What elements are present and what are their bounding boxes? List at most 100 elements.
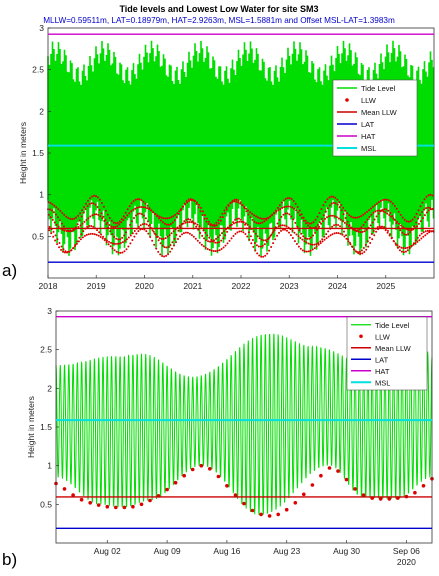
llw-point bbox=[195, 225, 198, 228]
llw-point bbox=[175, 216, 178, 219]
llw-point bbox=[261, 244, 264, 247]
llw-point bbox=[308, 237, 311, 240]
llw-point bbox=[398, 249, 401, 252]
llw-point bbox=[417, 222, 420, 225]
llw-point bbox=[59, 210, 62, 212]
llw-point bbox=[230, 223, 233, 226]
llw-point bbox=[174, 213, 177, 216]
llw-point bbox=[401, 231, 404, 234]
llw-point bbox=[246, 223, 249, 226]
llw-point bbox=[397, 226, 400, 228]
llw-point bbox=[416, 240, 419, 243]
llw-point bbox=[293, 231, 296, 234]
llw-point bbox=[250, 242, 253, 245]
llw-point bbox=[318, 225, 321, 228]
llw-point bbox=[305, 241, 308, 244]
llw-point bbox=[371, 238, 374, 241]
llw-point bbox=[284, 212, 287, 215]
llw-point bbox=[142, 206, 145, 209]
llw-point bbox=[148, 223, 151, 226]
llw-point bbox=[194, 237, 197, 240]
llw-point bbox=[384, 211, 387, 214]
llw-point bbox=[335, 232, 338, 234]
llw-point bbox=[225, 208, 228, 211]
llw-point bbox=[119, 238, 122, 241]
llw-point bbox=[82, 230, 85, 233]
llw-point bbox=[363, 230, 366, 233]
llw-point bbox=[274, 238, 277, 241]
legend-swatch-llw bbox=[359, 334, 363, 339]
llw-point bbox=[328, 215, 330, 218]
llw-point bbox=[351, 246, 354, 248]
llw-point bbox=[171, 247, 173, 250]
llw-point bbox=[196, 239, 199, 242]
llw-point bbox=[79, 238, 82, 241]
llw-point bbox=[353, 487, 357, 491]
llw-point bbox=[329, 234, 332, 237]
llw-point bbox=[171, 221, 174, 224]
llw-point bbox=[423, 208, 426, 211]
llw-point bbox=[428, 229, 431, 232]
llw-point bbox=[373, 234, 376, 237]
llw-point bbox=[384, 229, 387, 232]
llw-point bbox=[302, 216, 305, 219]
llw-point bbox=[131, 220, 133, 223]
llw-point bbox=[164, 217, 167, 220]
llw-point bbox=[51, 218, 54, 221]
llw-point bbox=[409, 220, 412, 223]
llw-point bbox=[322, 220, 324, 223]
llw-point bbox=[175, 241, 177, 244]
llw-point bbox=[161, 255, 164, 257]
llw-point bbox=[166, 217, 169, 220]
llw-point bbox=[256, 252, 259, 255]
llw-point bbox=[231, 199, 234, 202]
legend-label: LLW bbox=[375, 332, 391, 341]
x-axis-year-label: 2020 bbox=[397, 557, 416, 567]
llw-point bbox=[124, 211, 127, 214]
llw-point bbox=[176, 212, 179, 215]
llw-point bbox=[297, 235, 300, 238]
llw-point bbox=[302, 492, 306, 497]
llw-point bbox=[370, 213, 373, 216]
llw-point bbox=[88, 501, 92, 505]
llw-point bbox=[96, 503, 101, 507]
llw-point bbox=[129, 234, 132, 237]
llw-point bbox=[304, 219, 307, 222]
llw-point bbox=[187, 198, 190, 201]
llw-point bbox=[237, 199, 240, 202]
llw-point bbox=[322, 214, 325, 217]
legend-label: MSL bbox=[375, 378, 390, 387]
llw-point bbox=[427, 209, 430, 212]
llw-point bbox=[421, 484, 426, 488]
llw-point bbox=[63, 229, 66, 232]
llw-point bbox=[80, 233, 83, 236]
llw-point bbox=[253, 214, 256, 217]
llw-point bbox=[236, 217, 238, 220]
llw-point bbox=[320, 208, 323, 211]
llw-point bbox=[277, 209, 280, 212]
llw-point bbox=[146, 204, 149, 207]
llw-point bbox=[182, 232, 185, 235]
llw-point bbox=[257, 245, 260, 248]
llw-point bbox=[391, 215, 394, 217]
llw-point bbox=[118, 223, 121, 226]
llw-point bbox=[51, 203, 54, 206]
llw-point bbox=[218, 249, 221, 252]
llw-point bbox=[145, 230, 148, 233]
llw-point bbox=[120, 221, 123, 224]
llw-point bbox=[89, 232, 92, 235]
llw-point bbox=[126, 214, 129, 217]
llw-point bbox=[62, 250, 65, 253]
llw-point bbox=[296, 206, 299, 208]
llw-point bbox=[247, 231, 250, 234]
llw-point bbox=[220, 239, 223, 242]
llw-point bbox=[324, 217, 326, 220]
llw-point bbox=[165, 487, 169, 492]
llw-point bbox=[243, 207, 246, 209]
llw-point bbox=[134, 198, 137, 201]
llw-point bbox=[96, 196, 99, 199]
llw-point bbox=[358, 250, 361, 253]
legend-swatch-llw bbox=[345, 98, 349, 102]
llw-point bbox=[281, 224, 284, 227]
llw-point bbox=[87, 233, 90, 236]
